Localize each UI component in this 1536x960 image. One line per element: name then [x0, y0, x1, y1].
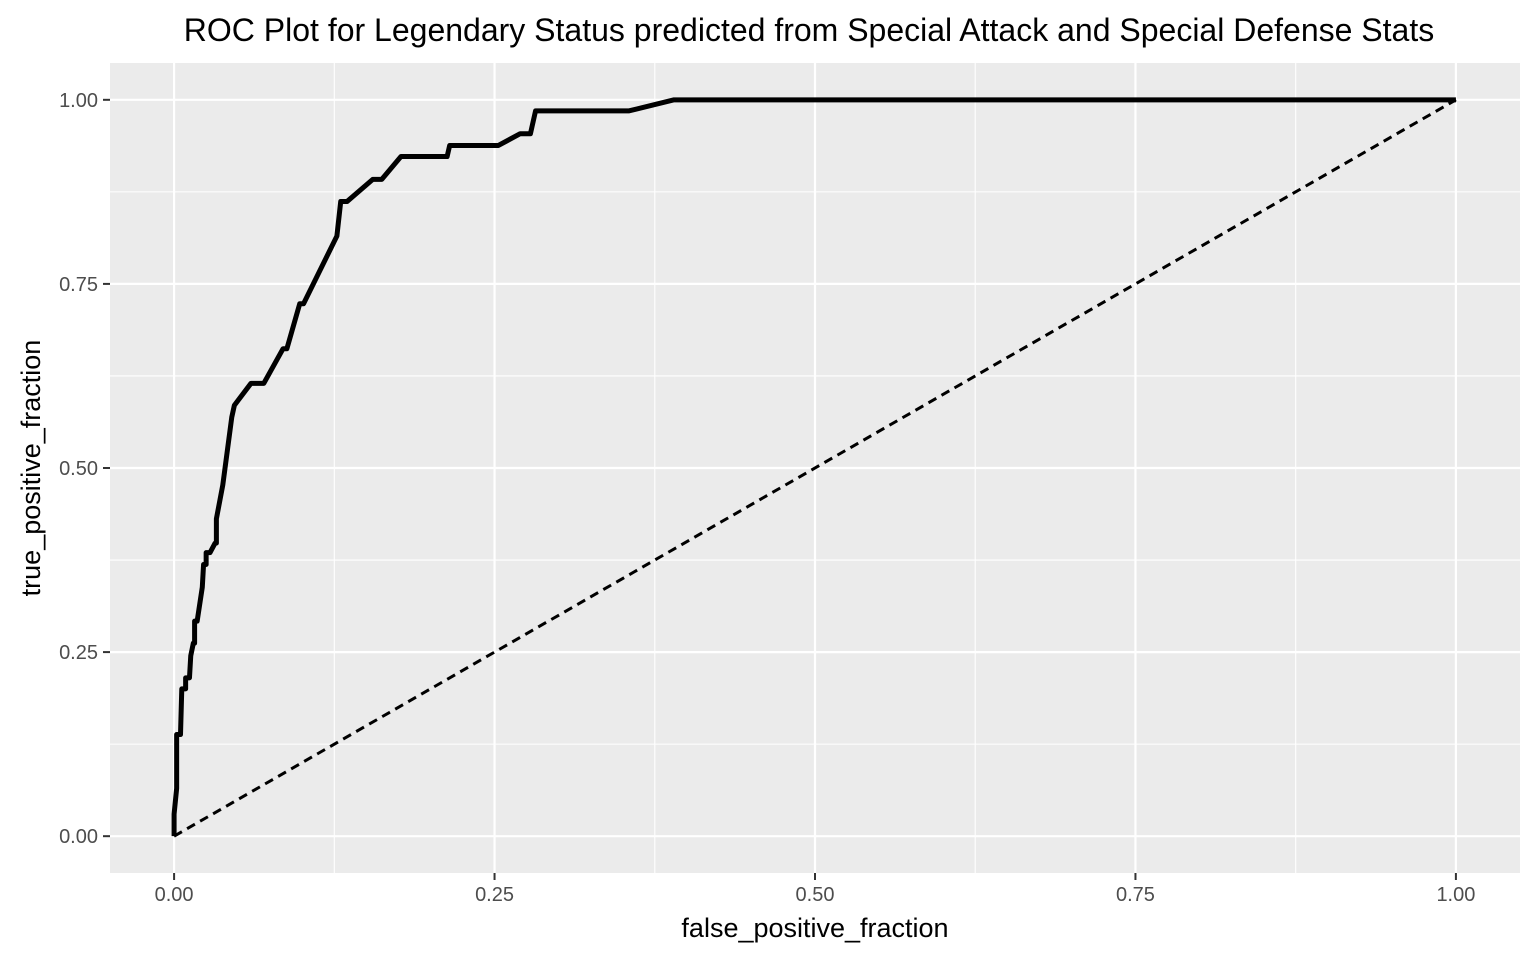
y-axis-ticks: 0.00 0.25 0.50 0.75 1.00: [59, 90, 110, 848]
y-tick-label: 0.00: [59, 826, 98, 848]
x-tick-label: 0.50: [796, 884, 835, 906]
y-tick-label: 0.75: [59, 274, 98, 296]
y-tick-label: 0.50: [59, 458, 98, 480]
y-axis-title: true_positive_fraction: [16, 340, 46, 597]
x-tick-label: 1.00: [1436, 884, 1475, 906]
chart-title: ROC Plot for Legendary Status predicted …: [184, 12, 1434, 48]
reference-diagonal-line: [173, 98, 1457, 838]
x-tick-label: 0.25: [475, 884, 514, 906]
x-tick-label: 0.75: [1116, 884, 1155, 906]
y-tick-label: 1.00: [59, 90, 98, 112]
roc-curve-line: [171, 97, 1456, 837]
y-tick-label: 0.25: [59, 642, 98, 664]
series-layer: [171, 97, 1457, 838]
x-axis-ticks: 0.00 0.25 0.50 0.75 1.00: [155, 873, 1475, 906]
x-axis-title: false_positive_fraction: [681, 913, 948, 943]
x-tick-label: 0.00: [155, 884, 194, 906]
